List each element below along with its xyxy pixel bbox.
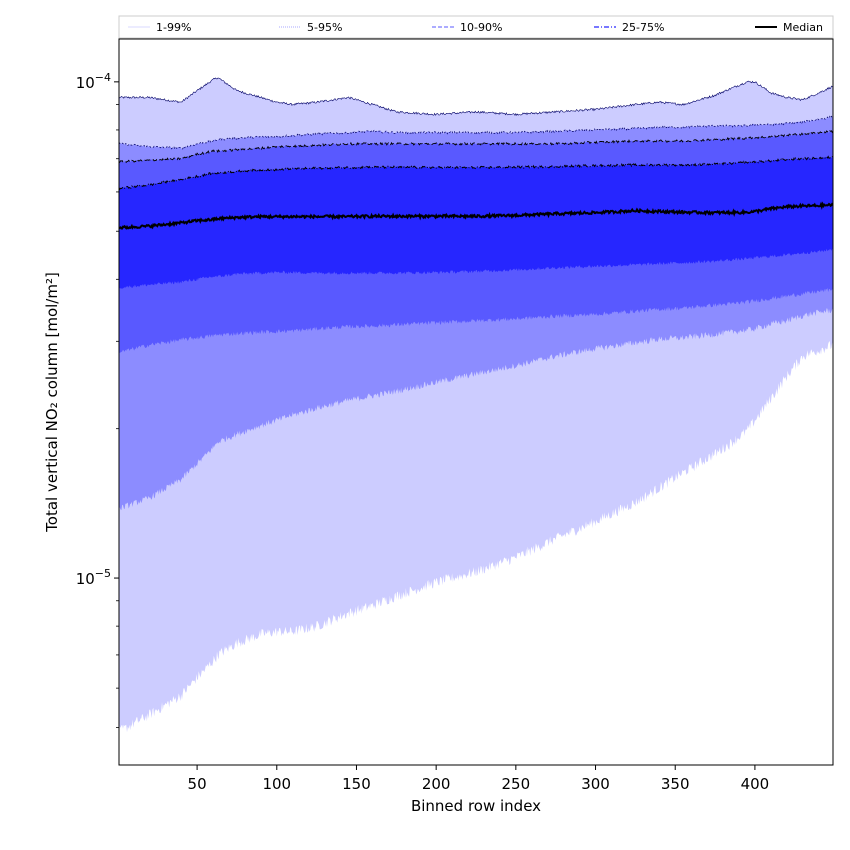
x-tick-label: 350 xyxy=(661,775,690,793)
legend-label: 25-75% xyxy=(622,21,664,34)
x-tick-label: 250 xyxy=(502,775,531,793)
y-tick-label: 10−5 xyxy=(76,567,111,588)
band-25-75 xyxy=(119,156,833,289)
percentile-edge-lines xyxy=(119,77,833,191)
legend-label: Median xyxy=(783,21,823,34)
band-10-90-upper-line xyxy=(119,130,833,164)
legend-label: 1-99% xyxy=(156,21,191,34)
percentile-bands xyxy=(119,77,833,735)
plot-frame xyxy=(118,38,834,766)
x-tick-label: 150 xyxy=(342,775,371,793)
y-axis-label: Total vertical NO₂ column [mol/m²] xyxy=(43,272,61,533)
legend-label: 5-95% xyxy=(307,21,342,34)
legend-label: 10-90% xyxy=(460,21,502,34)
legend: 1-99% 5-95% 10-90% 25-75% Median xyxy=(118,15,834,39)
y-axis-ticks: 10−5 10−4 xyxy=(76,71,119,728)
band-1-99-upper-line xyxy=(119,77,833,117)
median-series xyxy=(119,201,833,230)
x-tick-label: 100 xyxy=(262,775,291,793)
x-tick-label: 50 xyxy=(188,775,207,793)
x-axis-ticks: 50 100 150 200 250 300 350 400 xyxy=(188,765,770,793)
x-tick-label: 300 xyxy=(581,775,610,793)
legend-box xyxy=(118,15,834,39)
y-tick-label: 10−4 xyxy=(76,71,111,92)
x-axis-label: Binned row index xyxy=(411,797,541,815)
median-line xyxy=(119,201,833,230)
band-5-95-upper-line xyxy=(119,115,833,150)
x-tick-label: 400 xyxy=(741,775,770,793)
x-tick-label: 200 xyxy=(422,775,451,793)
